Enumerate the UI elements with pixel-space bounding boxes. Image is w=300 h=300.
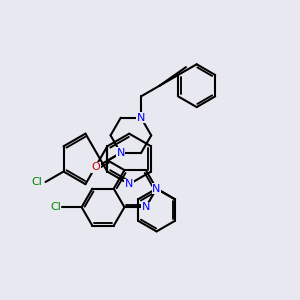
Text: N: N [125,179,134,189]
Text: Cl: Cl [50,202,61,212]
Text: Cl: Cl [31,177,42,187]
Text: O: O [91,162,100,172]
Text: N: N [116,148,125,158]
Text: N: N [142,202,150,212]
Text: N: N [137,113,145,123]
Text: N: N [152,184,161,194]
